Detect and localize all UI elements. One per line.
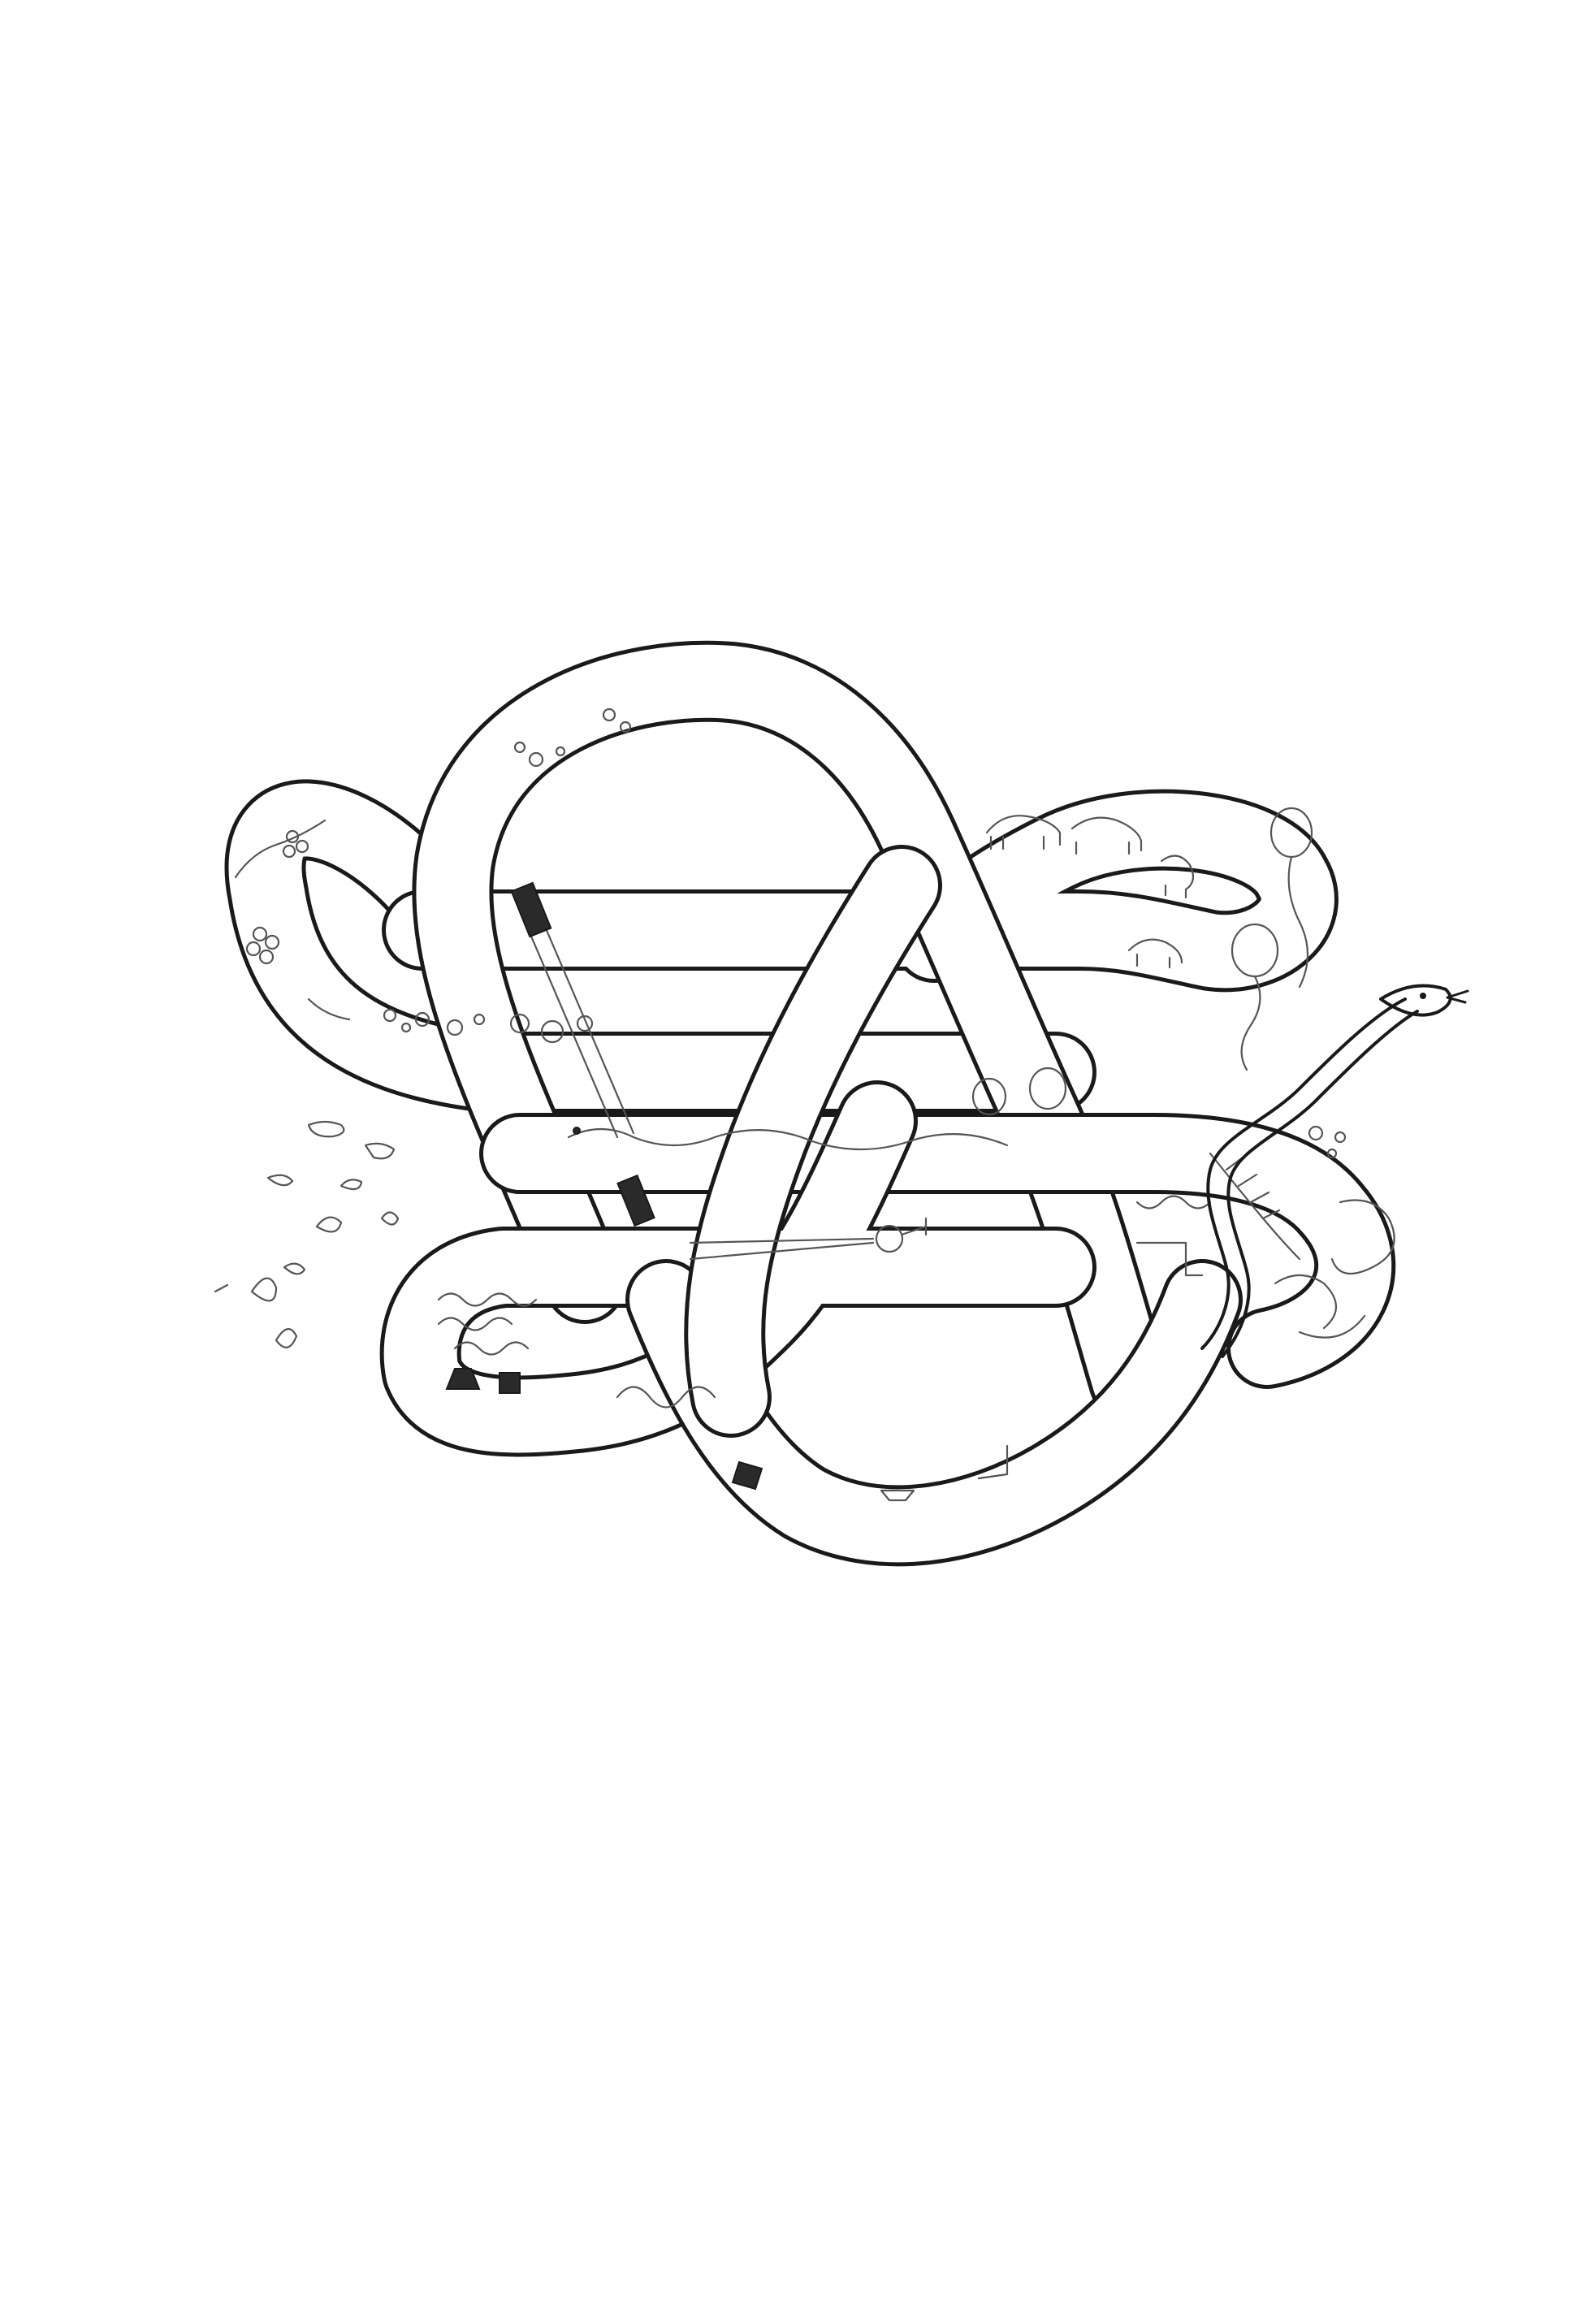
balloon-3 (1028, 1067, 1067, 1110)
grapes-vine (234, 819, 351, 1021)
splash-fragments (214, 1120, 400, 1348)
snake-figure (1200, 984, 1469, 1358)
band-left-loop (224, 779, 1096, 1113)
balloon-4 (971, 1077, 1007, 1116)
balloons-group (971, 807, 1347, 1159)
dragon-doodle (567, 1127, 1009, 1151)
pipes-group (1135, 1199, 1395, 1339)
band-doodles (234, 707, 1301, 1502)
band-lower-left-loop (379, 1080, 1096, 1457)
lower-objects (445, 1368, 1009, 1502)
lightbulb-doodle (689, 1217, 928, 1261)
bubbles-cluster (383, 707, 632, 1044)
wave-doodles (437, 1195, 1212, 1408)
train-track (510, 881, 655, 1227)
feather-doodle (1209, 1152, 1301, 1261)
animal-doodles (985, 815, 1195, 969)
snake-eye (1420, 993, 1426, 999)
band-diagonal (684, 845, 942, 1438)
band-upper-horizontal (382, 789, 1339, 993)
